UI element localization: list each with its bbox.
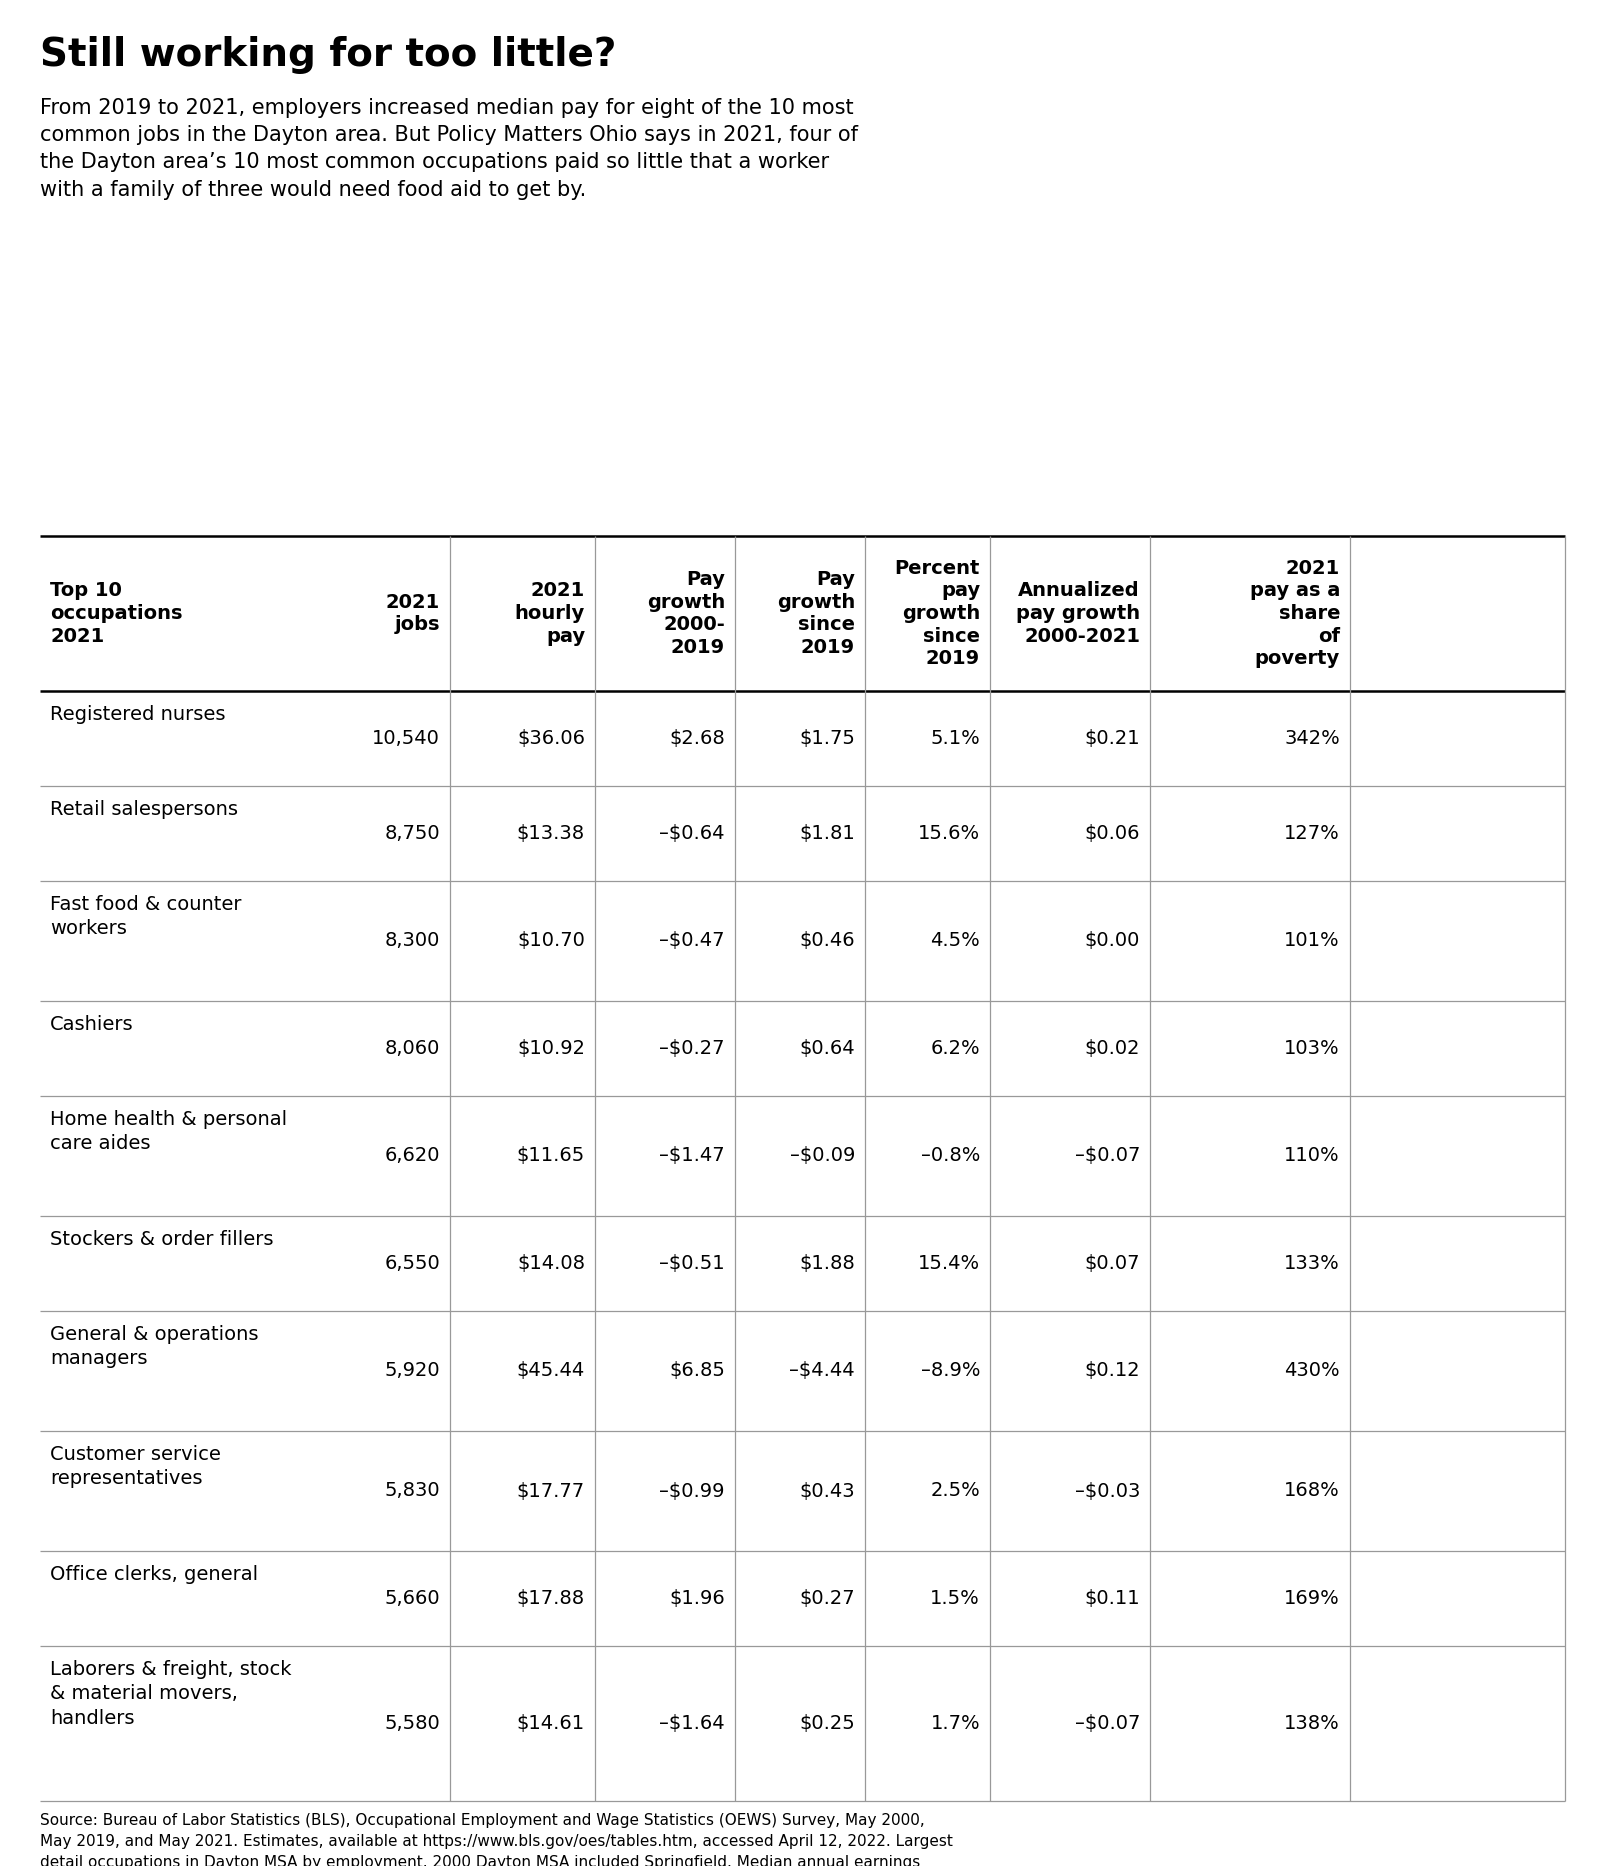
Text: Retail salespersons: Retail salespersons: [50, 801, 238, 819]
Text: From 2019 to 2021, employers increased median pay for eight of the 10 most
commo: From 2019 to 2021, employers increased m…: [40, 99, 858, 200]
Text: $0.46: $0.46: [800, 931, 854, 950]
Text: Pay
growth
since
2019: Pay growth since 2019: [776, 569, 854, 657]
Text: $1.75: $1.75: [798, 730, 854, 748]
Text: 110%: 110%: [1285, 1146, 1341, 1166]
Text: 8,750: 8,750: [384, 825, 440, 843]
Text: 138%: 138%: [1285, 1715, 1341, 1734]
Text: General & operations
managers: General & operations managers: [50, 1325, 259, 1368]
Text: $0.27: $0.27: [800, 1590, 854, 1608]
Text: $0.21: $0.21: [1085, 730, 1139, 748]
Text: Customer service
representatives: Customer service representatives: [50, 1444, 221, 1489]
Text: Laborers & freight, stock
& material movers,
handlers: Laborers & freight, stock & material mov…: [50, 1661, 291, 1728]
Text: $1.88: $1.88: [800, 1254, 854, 1273]
Text: 133%: 133%: [1285, 1254, 1341, 1273]
Text: $0.07: $0.07: [1085, 1254, 1139, 1273]
Text: $0.02: $0.02: [1085, 1039, 1139, 1058]
Text: Percent
pay
growth
since
2019: Percent pay growth since 2019: [894, 558, 979, 668]
Text: $10.70: $10.70: [517, 931, 586, 950]
Text: –$0.51: –$0.51: [659, 1254, 725, 1273]
Text: –$0.64: –$0.64: [659, 825, 725, 843]
Text: 10,540: 10,540: [373, 730, 440, 748]
Text: $2.68: $2.68: [669, 730, 725, 748]
Text: 8,060: 8,060: [384, 1039, 440, 1058]
Text: 2021
hourly
pay: 2021 hourly pay: [515, 580, 586, 646]
Text: $0.12: $0.12: [1085, 1362, 1139, 1381]
Text: 6.2%: 6.2%: [930, 1039, 979, 1058]
Text: Home health & personal
care aides: Home health & personal care aides: [50, 1110, 286, 1153]
Text: Stockers & order fillers: Stockers & order fillers: [50, 1230, 274, 1248]
Text: $13.38: $13.38: [517, 825, 586, 843]
Text: 2021
jobs: 2021 jobs: [386, 593, 440, 634]
Text: –$0.47: –$0.47: [659, 931, 725, 950]
Text: $17.77: $17.77: [517, 1482, 586, 1500]
Text: 1.7%: 1.7%: [930, 1715, 979, 1734]
Text: Top 10
occupations
2021: Top 10 occupations 2021: [50, 580, 182, 646]
Text: Source: Bureau of Labor Statistics (BLS), Occupational Employment and Wage Stati: Source: Bureau of Labor Statistics (BLS)…: [40, 1814, 954, 1866]
Text: 342%: 342%: [1285, 730, 1341, 748]
Text: 6,550: 6,550: [384, 1254, 440, 1273]
Text: 15.6%: 15.6%: [918, 825, 979, 843]
Text: Office clerks, general: Office clerks, general: [50, 1566, 258, 1584]
Text: 5,660: 5,660: [384, 1590, 440, 1608]
Text: 2021
pay as a
share
of
poverty: 2021 pay as a share of poverty: [1250, 558, 1341, 668]
Text: –$0.07: –$0.07: [1075, 1146, 1139, 1166]
Text: $17.88: $17.88: [517, 1590, 586, 1608]
Text: Cashiers: Cashiers: [50, 1015, 134, 1034]
Text: 101%: 101%: [1285, 931, 1341, 950]
Text: 430%: 430%: [1285, 1362, 1341, 1381]
Text: $1.81: $1.81: [800, 825, 854, 843]
Text: $1.96: $1.96: [669, 1590, 725, 1608]
Text: $14.61: $14.61: [517, 1715, 586, 1734]
Text: $0.06: $0.06: [1085, 825, 1139, 843]
Text: Annualized
pay growth
2000-2021: Annualized pay growth 2000-2021: [1016, 580, 1139, 646]
Text: $0.11: $0.11: [1085, 1590, 1139, 1608]
Text: Fast food & counter
workers: Fast food & counter workers: [50, 896, 242, 939]
Text: 1.5%: 1.5%: [930, 1590, 979, 1608]
Text: –$0.27: –$0.27: [659, 1039, 725, 1058]
Text: $36.06: $36.06: [517, 730, 586, 748]
Text: Registered nurses: Registered nurses: [50, 705, 226, 724]
Text: 5.1%: 5.1%: [930, 730, 979, 748]
Text: 168%: 168%: [1285, 1482, 1341, 1500]
Text: $0.64: $0.64: [800, 1039, 854, 1058]
Text: 15.4%: 15.4%: [918, 1254, 979, 1273]
Text: 8,300: 8,300: [384, 931, 440, 950]
Text: –$4.44: –$4.44: [789, 1362, 854, 1381]
Text: –$0.09: –$0.09: [790, 1146, 854, 1166]
Text: $45.44: $45.44: [517, 1362, 586, 1381]
Text: 5,920: 5,920: [384, 1362, 440, 1381]
Text: Pay
growth
2000-
2019: Pay growth 2000- 2019: [646, 569, 725, 657]
Text: –$1.47: –$1.47: [659, 1146, 725, 1166]
Text: –$1.64: –$1.64: [659, 1715, 725, 1734]
Text: $11.65: $11.65: [517, 1146, 586, 1166]
Text: –$0.07: –$0.07: [1075, 1715, 1139, 1734]
Text: –$0.03: –$0.03: [1075, 1482, 1139, 1500]
Text: –$0.99: –$0.99: [659, 1482, 725, 1500]
Text: 6,620: 6,620: [384, 1146, 440, 1166]
Text: Still working for too little?: Still working for too little?: [40, 35, 616, 75]
Text: 2.5%: 2.5%: [930, 1482, 979, 1500]
Text: $0.25: $0.25: [800, 1715, 854, 1734]
Text: 169%: 169%: [1285, 1590, 1341, 1608]
Text: $10.92: $10.92: [517, 1039, 586, 1058]
Text: –0.8%: –0.8%: [920, 1146, 979, 1166]
Text: 103%: 103%: [1285, 1039, 1341, 1058]
Text: 5,830: 5,830: [384, 1482, 440, 1500]
Text: 127%: 127%: [1285, 825, 1341, 843]
Text: $0.00: $0.00: [1085, 931, 1139, 950]
Text: $0.43: $0.43: [800, 1482, 854, 1500]
Text: $6.85: $6.85: [669, 1362, 725, 1381]
Text: $14.08: $14.08: [517, 1254, 586, 1273]
Text: 5,580: 5,580: [384, 1715, 440, 1734]
Text: 4.5%: 4.5%: [930, 931, 979, 950]
Text: –8.9%: –8.9%: [920, 1362, 979, 1381]
